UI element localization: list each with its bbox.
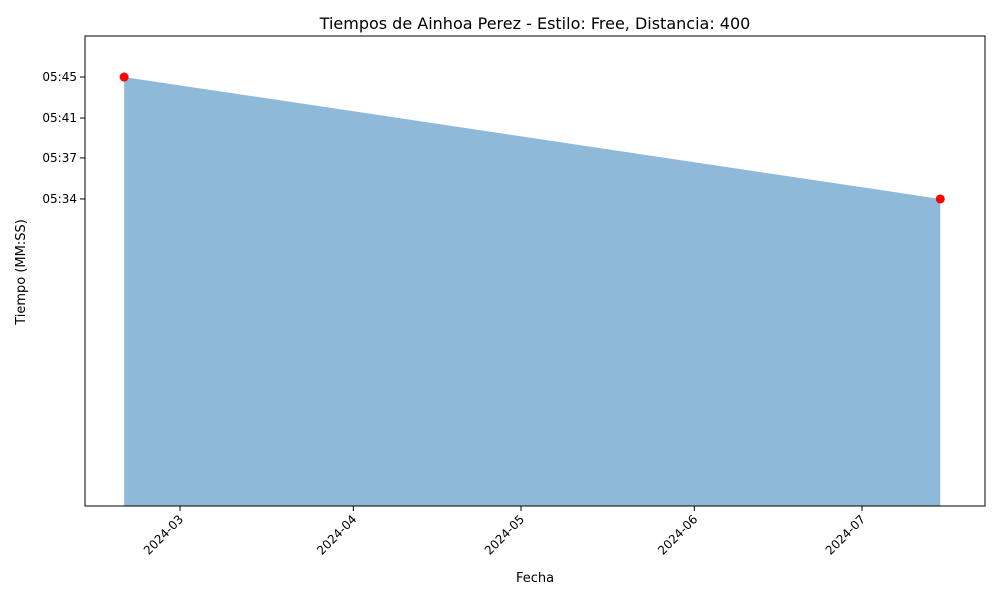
y-tick-label: 05:37 <box>42 151 77 165</box>
x-tick-label: 2024-06 <box>655 512 700 557</box>
chart-title: Tiempos de Ainhoa Perez - Estilo: Free, … <box>319 14 751 33</box>
x-axis-label: Fecha <box>516 571 554 586</box>
area-fill <box>124 77 941 506</box>
x-tick-label: 2024-07 <box>823 512 868 557</box>
y-tick-label: 05:41 <box>42 111 77 125</box>
y-axis-label: Tiempo (MM:SS) <box>14 219 29 326</box>
plot-area: 2024-03 2024-04 2024-05 2024-06 2024-07 05:34… <box>42 35 986 558</box>
data-point <box>935 194 945 204</box>
x-tick-label: 2024-04 <box>314 512 359 557</box>
y-tick-label: 05:34 <box>42 192 77 206</box>
x-tick-label: 2024-05 <box>482 512 527 557</box>
y-tick-label: 05:45 <box>42 70 77 84</box>
x-tick-label: 2024-03 <box>141 512 186 557</box>
data-point <box>119 72 129 82</box>
axes-frame <box>84 35 986 507</box>
